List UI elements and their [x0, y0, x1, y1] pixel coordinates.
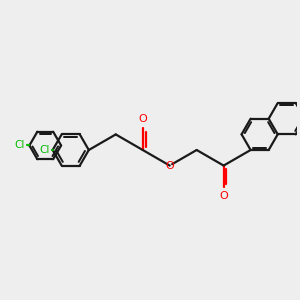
Text: O: O: [138, 114, 147, 124]
Text: O: O: [165, 160, 174, 171]
Text: Cl: Cl: [40, 145, 50, 155]
Text: O: O: [219, 191, 228, 201]
Text: Cl: Cl: [14, 140, 25, 151]
